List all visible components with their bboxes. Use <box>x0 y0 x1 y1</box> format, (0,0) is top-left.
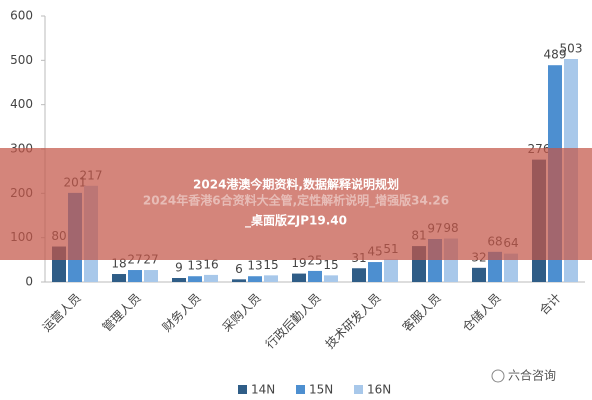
banner-subtitle: 2024年香港6合资料大全管,定性解析说明_增强版34.26 <box>143 193 449 209</box>
legend-label: 15N <box>309 383 333 397</box>
data-label: 18 <box>111 257 126 271</box>
bar <box>264 275 278 282</box>
data-label: 13 <box>187 259 202 273</box>
bar <box>232 279 246 282</box>
data-label: 15 <box>323 258 338 272</box>
bar <box>472 267 486 282</box>
bar <box>308 270 322 282</box>
x-tick-label: 管理人员 <box>99 290 144 335</box>
watermark-icon <box>491 369 505 383</box>
bar <box>188 276 202 282</box>
banner-title: 2024港澳今期资料,数据解释说明规划 <box>193 177 399 192</box>
legend-swatch <box>296 385 305 394</box>
y-tick-label: 0 <box>25 275 33 289</box>
x-tick-label: 采购人员 <box>219 290 264 335</box>
data-label: 489 <box>544 48 567 62</box>
data-label: 16 <box>203 257 218 271</box>
legend-swatch <box>238 385 247 394</box>
bar <box>324 275 338 282</box>
legend-swatch <box>354 385 363 394</box>
y-tick-label: 400 <box>10 97 33 111</box>
x-tick-label: 仓储人员 <box>459 290 504 335</box>
y-tick-label: 500 <box>10 53 33 67</box>
bar <box>384 259 398 282</box>
bar <box>112 274 126 282</box>
data-label: 9 <box>175 261 183 275</box>
legend-label: 14N <box>251 383 275 397</box>
y-tick-label: 600 <box>10 9 33 23</box>
x-tick-label: 客服人员 <box>399 290 444 335</box>
bar <box>352 268 366 282</box>
data-label: 503 <box>560 42 583 56</box>
banner-title: _桌面版ZJP19.40 <box>245 213 347 229</box>
bar <box>144 270 158 282</box>
x-tick-label: 技术研发人员 <box>322 290 384 352</box>
watermark: 六合咨询 <box>508 368 556 383</box>
bar <box>128 270 142 282</box>
bar <box>368 262 382 282</box>
data-label: 6 <box>235 262 243 276</box>
bar <box>248 276 262 282</box>
bar <box>204 274 218 282</box>
bar <box>504 253 518 282</box>
x-tick-label: 财务人员 <box>159 290 204 335</box>
legend-label: 16N <box>367 383 391 397</box>
x-tick-label: 运营人员 <box>40 291 84 335</box>
bar <box>172 278 186 282</box>
bar <box>292 273 306 282</box>
data-label: 15 <box>263 258 278 272</box>
x-tick-label: 行政后勤人员 <box>263 291 324 352</box>
data-label: 13 <box>247 259 262 273</box>
banner <box>0 148 592 260</box>
x-tick-label: 合计 <box>536 290 564 318</box>
